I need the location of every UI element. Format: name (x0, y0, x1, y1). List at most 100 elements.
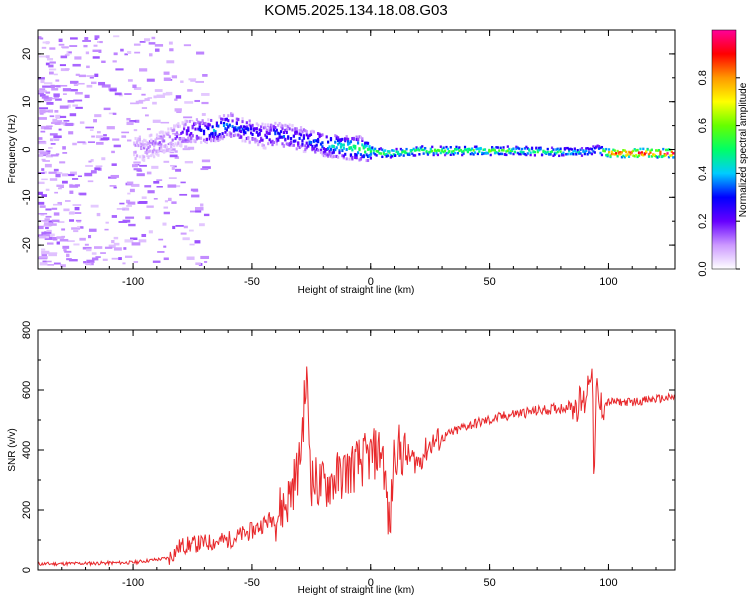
spectrogram-cell (145, 148, 149, 152)
spectrogram-cell (194, 122, 197, 126)
spectrogram-cell (629, 151, 632, 155)
spectrogram-cell (59, 161, 66, 164)
spectrogram-cell (178, 143, 181, 147)
spectrogram-cell (516, 146, 519, 150)
spectrogram-cell (39, 205, 46, 208)
spectrogram-cell (168, 135, 171, 139)
spectrogram-cell (411, 148, 414, 152)
spectrogram-cell (663, 154, 666, 157)
spectrogram-cell (221, 117, 224, 121)
spectrogram-cell (298, 145, 301, 149)
spectrogram-cell (126, 181, 134, 185)
spectrogram-cell (208, 135, 211, 139)
spectrogram-cell (147, 146, 150, 150)
spectrogram-cell (174, 150, 178, 153)
spectrogram-cell (456, 152, 460, 155)
spectrogram-cell (595, 146, 598, 149)
spectrogram-cell (44, 231, 52, 234)
spectrogram-cell (147, 150, 150, 154)
spectrogram-cell (471, 147, 474, 150)
spectrogram-cell (365, 153, 368, 157)
spectrogram-cell (225, 123, 228, 127)
spectrogram-cell (473, 145, 477, 149)
spectrogram-cell (401, 149, 404, 152)
spectrogram-cell (153, 95, 157, 99)
spectrogram-cell (165, 145, 169, 149)
spectrogram-x-tick-label: -100 (122, 276, 144, 288)
spectrogram-cell (616, 149, 619, 153)
spectrogram-cell (475, 147, 478, 151)
spectrogram-cell (449, 153, 452, 156)
spectrogram-cell (127, 192, 131, 195)
spectrogram-cell (371, 147, 374, 151)
spectrogram-cell (433, 149, 437, 152)
spectrogram-cell (496, 146, 499, 149)
spectrogram-cell (352, 144, 355, 148)
spectrogram-cell (335, 146, 338, 150)
spectrogram-cell (378, 147, 381, 151)
spectrogram-cell (38, 181, 45, 185)
spectrogram-cell (515, 145, 518, 149)
spectrogram-cell (158, 131, 161, 135)
spectrogram-cell (212, 128, 216, 132)
spectrogram-cell (586, 153, 589, 156)
spectrogram-cell (39, 109, 46, 114)
spectrogram-cell (175, 95, 182, 99)
spectrogram-cell (240, 135, 243, 139)
spectrogram-cell (469, 152, 472, 156)
spectrogram-cell (158, 146, 161, 150)
spectrogram-cell (170, 146, 173, 150)
spectrogram-cell (245, 136, 248, 140)
spectrogram-cell (573, 149, 576, 152)
spectrogram-cell (185, 119, 189, 123)
spectrogram-cell (499, 146, 502, 150)
spectrogram-cell (657, 155, 661, 158)
spectrogram-cell (291, 128, 294, 132)
spectrogram-cell (451, 151, 454, 155)
spectrogram-cell (97, 41, 102, 43)
spectrogram-cell (338, 138, 341, 142)
spectrogram-cell (197, 120, 200, 124)
spectrogram-y-axis-label: Frequency (Hz) (7, 115, 18, 184)
spectrogram-cell (292, 139, 295, 143)
spectrogram-cell (509, 149, 512, 153)
spectrogram-cell (258, 132, 261, 136)
spectrogram-cell (109, 185, 117, 187)
spectrogram-cell (201, 113, 206, 116)
spectrogram-cell (640, 153, 643, 156)
spectrogram-cell (111, 239, 115, 244)
spectrogram-cell (254, 137, 257, 141)
spectrogram-cell (135, 141, 139, 145)
spectrogram-cell (666, 148, 669, 152)
spectrogram-cell (501, 148, 504, 152)
spectrogram-cell (319, 150, 323, 154)
spectrogram-cell (188, 133, 191, 137)
spectrogram-cell (102, 258, 108, 261)
spectrogram-cell (221, 132, 224, 136)
spectrogram-cell (54, 121, 61, 125)
spectrogram-cell (93, 44, 98, 47)
spectrogram-cell (38, 256, 48, 259)
spectrogram-cell (402, 154, 405, 157)
spectrogram-cell (192, 123, 196, 127)
spectrogram-cell (141, 107, 148, 109)
spectrogram-cell (392, 153, 395, 156)
spectrogram-cell (174, 124, 177, 128)
spectrogram-cell (51, 207, 58, 210)
spectrogram-cell (335, 137, 338, 141)
spectrogram-cell (60, 68, 69, 72)
spectrogram-cell (62, 88, 72, 92)
spectrogram-cell (154, 44, 164, 47)
spectrogram-cell (111, 150, 115, 154)
spectrogram-cell (401, 151, 404, 154)
spectrogram-cell (596, 144, 599, 148)
spectrogram-cell (53, 85, 61, 88)
spectrogram-cell (170, 145, 173, 149)
spectrogram-cell (157, 153, 160, 157)
spectrogram-cell (432, 153, 435, 157)
spectrogram-cell (255, 139, 258, 143)
spectrogram-cell (267, 123, 270, 127)
spectrogram-cell (175, 131, 179, 135)
spectrogram-cell (388, 150, 391, 153)
spectrogram-cell (40, 79, 45, 84)
